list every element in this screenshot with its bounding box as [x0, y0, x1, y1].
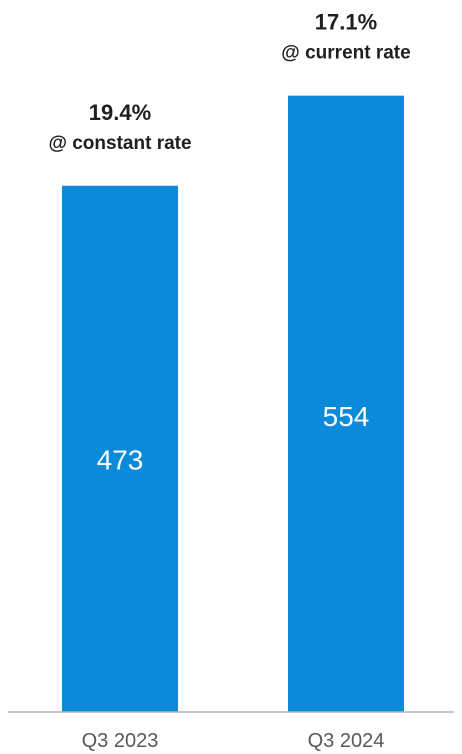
annotation-percent-0: 19.4% — [89, 100, 151, 125]
annotation-note-0: @ constant rate — [48, 133, 191, 154]
category-label-1: Q3 2024 — [308, 730, 385, 752]
bar-0 — [62, 185, 178, 713]
bar-value-label-1: 554 — [323, 401, 370, 432]
bar-1 — [288, 95, 404, 713]
category-label-0: Q3 2023 — [82, 730, 159, 752]
annotation-note-1: @ current rate — [281, 43, 410, 64]
annotation-percent-1: 17.1% — [315, 10, 377, 35]
bar-value-label-0: 473 — [97, 444, 144, 475]
